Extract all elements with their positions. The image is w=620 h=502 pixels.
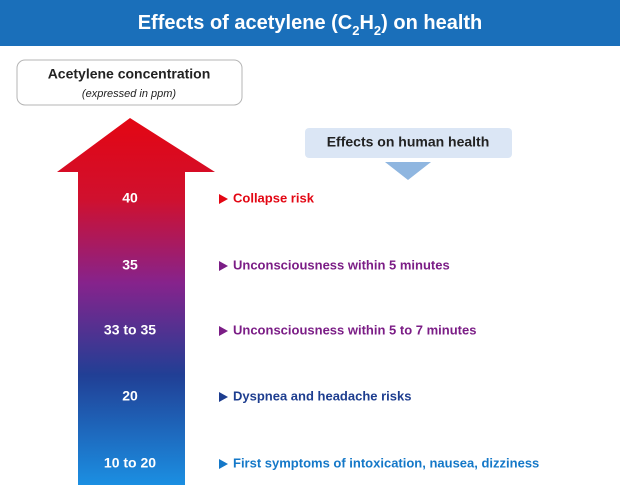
- bullet: [219, 326, 228, 336]
- title-part: ) on health: [381, 12, 482, 34]
- effects-box: [305, 128, 512, 158]
- title-subscript: 2: [374, 23, 381, 38]
- title-subscript: 2: [352, 23, 359, 38]
- bullet: [219, 194, 228, 204]
- effects-title: Effects on human health: [327, 134, 490, 150]
- arrow: [57, 118, 215, 485]
- effects-pointer: [385, 162, 431, 180]
- bullet: [219, 392, 228, 402]
- title: Effects of acetylene (C2H2) on health: [138, 12, 483, 38]
- title-bar: [0, 0, 620, 46]
- concentration-value: 33 to 35: [104, 322, 156, 338]
- levels: 40 Collapse risk 35 Unconsciousness within …: [104, 190, 539, 471]
- concentration-subtitle: (expressed in ppm): [82, 88, 176, 100]
- effect-text: Unconsciousness within 5 minutes: [233, 257, 450, 272]
- effect-text: Collapse risk: [233, 190, 315, 205]
- effect-text: Unconsciousness within 5 to 7 minutes: [233, 322, 476, 337]
- concentration-value: 20: [122, 388, 138, 404]
- effect-text: First symptoms of intoxication, nausea, …: [233, 455, 539, 470]
- concentration-value: 35: [122, 257, 138, 273]
- concentration-title: Acetylene concentration: [48, 66, 211, 82]
- bullet: [219, 459, 228, 469]
- bullet: [219, 261, 228, 271]
- concentration-value: 10 to 20: [104, 455, 156, 471]
- effect-text: Dyspnea and headache risks: [233, 388, 411, 403]
- title-part: H: [359, 12, 373, 34]
- concentration-box: [16, 59, 243, 106]
- title-part: Effects of acetylene (C: [138, 12, 353, 34]
- concentration-value: 40: [122, 190, 138, 206]
